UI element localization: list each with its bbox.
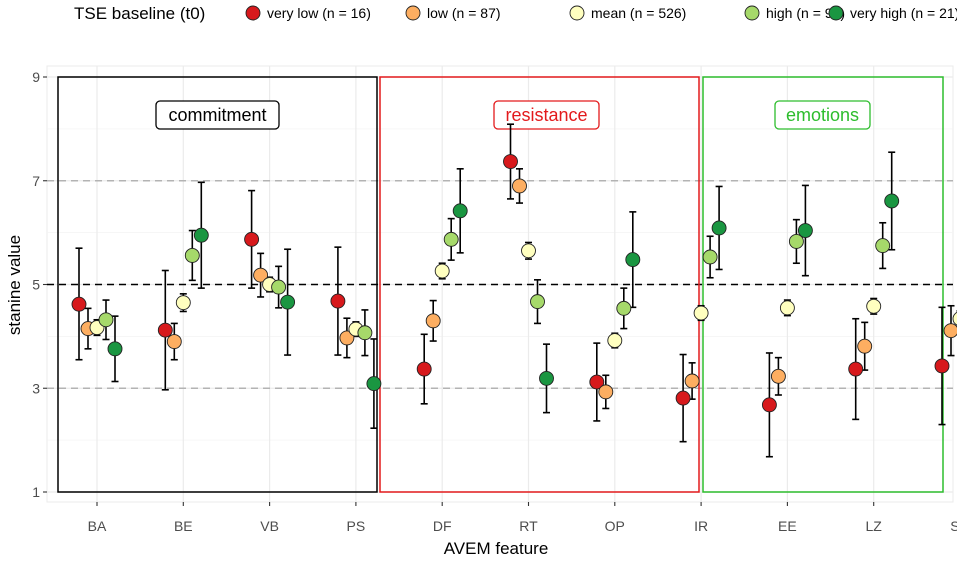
group-label-commitment: commitment: [168, 105, 266, 125]
x-tick-label: DF: [433, 518, 452, 534]
data-point: [608, 334, 622, 348]
y-tick-label: 9: [32, 69, 40, 85]
x-tick-label: OP: [605, 518, 625, 534]
data-point: [367, 377, 381, 391]
data-point: [780, 301, 794, 315]
y-tick-label: 7: [32, 173, 40, 189]
data-point: [99, 313, 113, 327]
data-point: [158, 323, 172, 337]
data-point: [798, 224, 812, 238]
y-tick-label: 5: [32, 277, 40, 293]
data-point: [531, 295, 545, 309]
data-point: [453, 204, 467, 218]
data-point: [185, 248, 199, 262]
data-point: [599, 385, 613, 399]
data-point: [167, 335, 181, 349]
legend-title: TSE baseline (t0): [74, 4, 205, 23]
data-point: [626, 253, 640, 267]
data-point: [281, 295, 295, 309]
data-point: [771, 369, 785, 383]
x-tick-label: IR: [694, 518, 708, 534]
x-tick-label: RT: [519, 518, 538, 534]
x-tick-label: VB: [260, 518, 279, 534]
y-tick-label: 1: [32, 484, 40, 500]
data-point: [426, 314, 440, 328]
legend-label: low (n = 87): [427, 5, 501, 21]
legend-swatch: [829, 6, 843, 20]
data-point: [331, 294, 345, 308]
legend-label: very high (n = 21): [850, 5, 957, 21]
data-point: [712, 221, 726, 235]
data-point: [685, 374, 699, 388]
data-point: [617, 301, 631, 315]
data-point: [885, 194, 899, 208]
data-point: [417, 362, 431, 376]
legend-swatch: [406, 6, 420, 20]
data-point: [358, 326, 372, 340]
data-point: [849, 362, 863, 376]
x-axis-title: AVEM feature: [444, 539, 549, 558]
data-point: [522, 244, 536, 258]
data-point: [867, 299, 881, 313]
data-point: [176, 296, 190, 310]
data-point: [540, 371, 554, 385]
x-tick-label: SU: [950, 518, 957, 534]
legend-label: very low (n = 16): [267, 5, 371, 21]
data-point: [435, 264, 449, 278]
x-tick-label: BA: [88, 518, 107, 534]
legend-swatch: [246, 6, 260, 20]
plot-area: commitment resistance emotions: [47, 66, 957, 502]
group-label-resistance: resistance: [505, 105, 587, 125]
data-point: [272, 280, 286, 294]
data-point: [504, 155, 518, 169]
data-point: [513, 179, 527, 193]
data-point: [876, 239, 890, 253]
x-tick-label: PS: [347, 518, 366, 534]
data-point: [762, 398, 776, 412]
group-label-emotions: emotions: [786, 105, 859, 125]
legend-label: mean (n = 526): [591, 5, 686, 21]
data-point: [703, 250, 717, 264]
data-point: [108, 342, 122, 356]
data-point: [694, 306, 708, 320]
data-point: [194, 228, 208, 242]
data-point: [935, 359, 949, 373]
data-point: [944, 324, 957, 338]
y-axis-title: stanine value: [5, 235, 24, 335]
x-tick-label: EE: [778, 518, 797, 534]
data-point: [245, 232, 259, 246]
x-tick-label: BE: [174, 518, 193, 534]
data-point: [676, 391, 690, 405]
data-point: [444, 232, 458, 246]
x-tick-label: LZ: [866, 518, 883, 534]
legend-swatch: [745, 6, 759, 20]
data-point: [72, 297, 86, 311]
data-point: [858, 339, 872, 353]
y-tick-label: 3: [32, 380, 40, 396]
legend-swatch: [570, 6, 584, 20]
